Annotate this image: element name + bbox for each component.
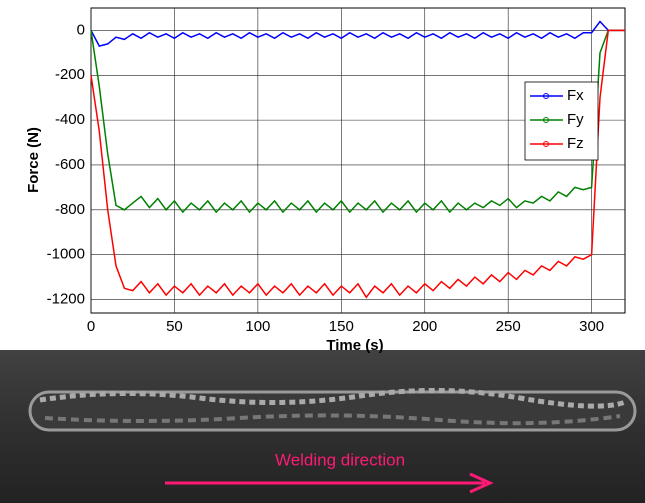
- y-tick-label: -200: [55, 66, 85, 83]
- x-tick-label: 100: [245, 318, 270, 335]
- bead-ripples: [44, 413, 621, 426]
- legend-marker: [543, 141, 549, 147]
- legend-label: Fx: [567, 87, 584, 104]
- y-tick-label: -1200: [47, 291, 85, 308]
- y-tick-label: -1000: [47, 246, 85, 263]
- legend-label: Fz: [567, 135, 584, 152]
- y-axis-label: Force (N): [25, 127, 42, 193]
- y-tick-label: -600: [55, 156, 85, 173]
- x-axis-label: Time (s): [326, 337, 383, 354]
- x-tick-label: 250: [496, 318, 521, 335]
- y-tick-label: -800: [55, 201, 85, 218]
- bead-ripples: [39, 387, 626, 409]
- legend-marker: [543, 117, 549, 123]
- plot-area: [90, 7, 626, 314]
- photo-caption: Welding direction: [275, 450, 405, 469]
- y-tick-label: 0: [77, 21, 85, 38]
- x-tick-label: 50: [166, 318, 183, 335]
- x-tick-label: 200: [412, 318, 437, 335]
- legend-label: Fy: [567, 111, 584, 128]
- y-tick-label: -400: [55, 111, 85, 128]
- legend-box: [524, 81, 599, 161]
- x-tick-label: 300: [579, 318, 604, 335]
- x-tick-label: 150: [329, 318, 354, 335]
- legend-marker: [543, 93, 549, 99]
- arrow-head: [469, 472, 494, 494]
- data-line: [90, 29, 625, 299]
- x-tick-label: 0: [87, 318, 95, 335]
- data-line: [90, 29, 625, 214]
- data-line: [90, 20, 625, 47]
